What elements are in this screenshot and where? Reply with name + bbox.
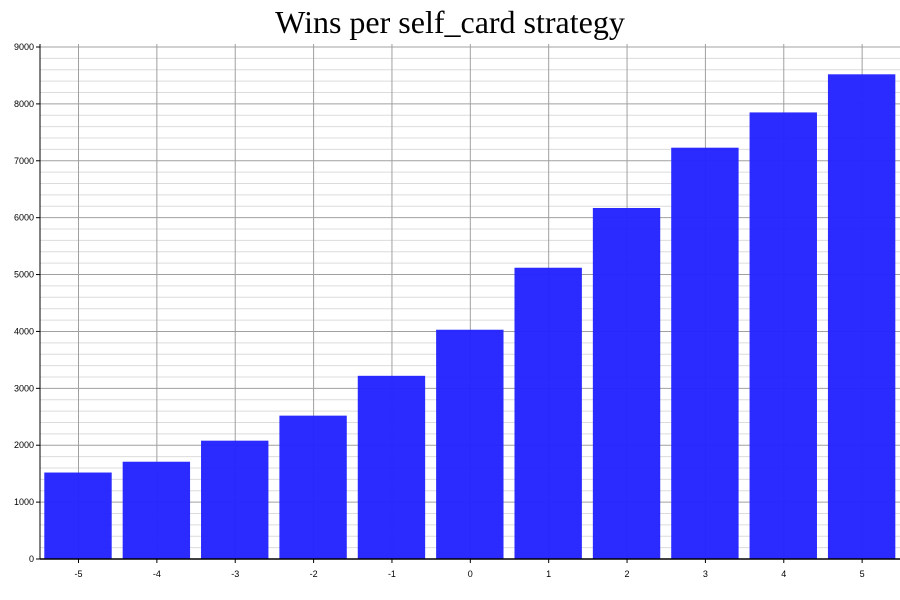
y-axis-ticks: 0 1000 2000 3000 4000 5000 6000 7000 8000 9000 [14,42,40,564]
bar-2 [592,207,661,560]
x-tick-label: -3 [231,569,239,579]
bar-0 [436,329,504,559]
bar--1 [357,375,426,559]
x-tick-label: -2 [310,569,318,579]
bar--2 [279,415,347,559]
x-tick-label: 5 [860,569,865,579]
bars-group [44,74,896,560]
x-tick-label: 2 [625,569,630,579]
bar-4 [749,112,817,559]
x-tick-label: 1 [546,569,551,579]
x-axis-ticks: -5 -4 -3 -2 -1 0 1 2 3 4 5 [74,559,865,579]
y-tick-label: 5000 [14,270,34,280]
x-tick-label: -1 [388,569,396,579]
y-tick-label: 4000 [14,326,34,336]
x-tick-label: -5 [74,569,82,579]
chart-title: Wins per self_card strategy [275,4,625,40]
y-tick-label: 7000 [14,156,34,166]
bar-5 [827,74,896,559]
bar-3 [671,147,739,559]
x-tick-label: 3 [703,569,708,579]
bar--4 [122,461,191,559]
y-tick-label: 1000 [14,497,34,507]
y-tick-label: 8000 [14,99,34,109]
bar--3 [201,440,269,559]
x-tick-label: 0 [468,569,473,579]
y-tick-label: 0 [29,554,34,564]
x-tick-label: 4 [781,569,786,579]
bar-1 [514,267,582,559]
y-tick-label: 2000 [14,440,34,450]
y-tick-label: 6000 [14,213,34,223]
bar--5 [44,472,112,559]
y-tick-label: 9000 [14,42,34,52]
x-tick-label: -4 [153,569,161,579]
y-tick-label: 3000 [14,383,34,393]
